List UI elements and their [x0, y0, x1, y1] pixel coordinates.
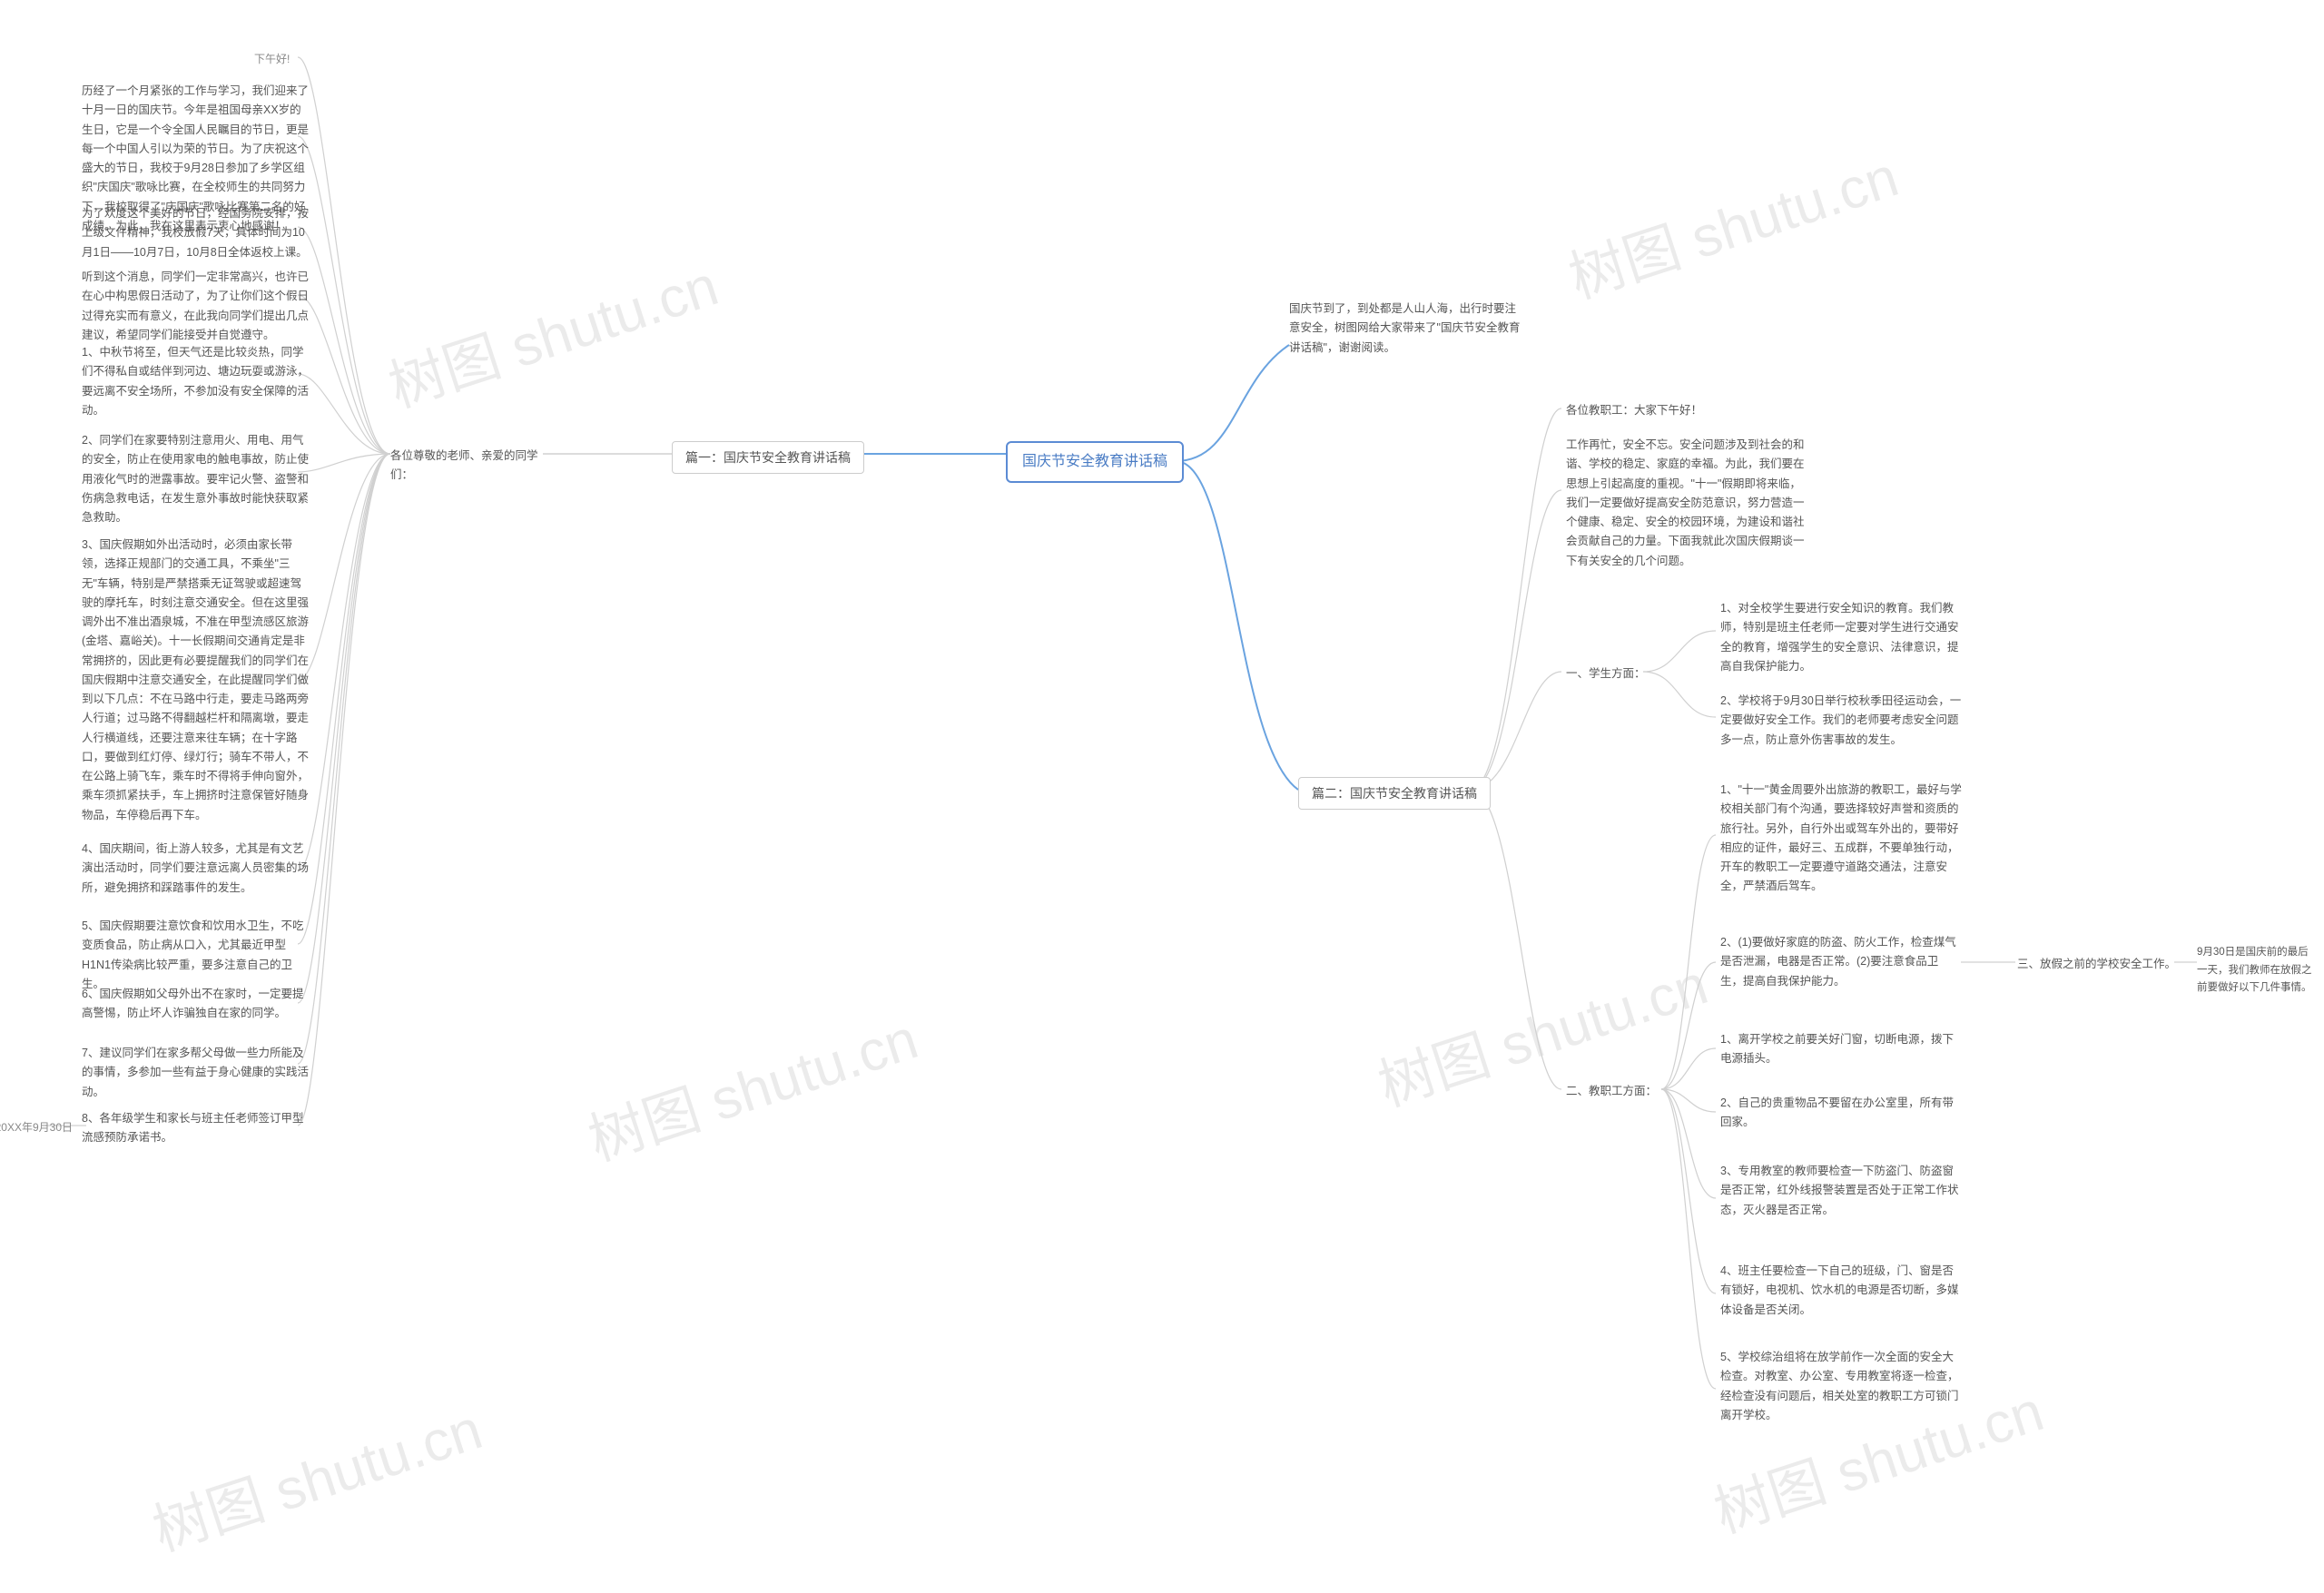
ch1-i5: 5、国庆假期要注意饮食和饮用水卫生，不吃变质食品，防止病从口入，尤其最近甲型H1… — [82, 917, 309, 994]
ch2-intro: 国庆节到了，到处都是人山人海，出行时要注意安全，树图网给大家带来了"国庆节安全教… — [1289, 300, 1525, 358]
sec2-title: 二、教职工方面： — [1566, 1082, 1657, 1101]
ch1-i1: 1、中秋节将至，但天气还是比较炎热，同学们不得私自或结伴到河边、塘边玩耍或游泳，… — [82, 343, 309, 420]
sec2-t2: 2、自己的贵重物品不要留在办公室里，所有带回家。 — [1720, 1094, 1961, 1133]
connectors — [0, 0, 2324, 1593]
ch1-i2: 2、同学们在家要特别注意用火、用电、用气的安全，防止在使用家电的触电事故，防止使… — [82, 431, 309, 527]
ch1-greet: 下午好! — [254, 51, 290, 68]
watermark: 树图 shutu.cn — [1557, 131, 1906, 314]
ch1-lead: 各位尊敬的老师、亲爱的同学们： — [390, 447, 554, 486]
root-node: 国庆节安全教育讲话稿 — [1006, 441, 1184, 483]
sec1-s1: 1、对全校学生要进行安全知识的教育。我们教师，特别是班主任老师一定要对学生进行交… — [1720, 599, 1965, 676]
sec1-title: 一、学生方面： — [1566, 664, 1646, 683]
sec2-s2: 2、(1)要做好家庭的防盗、防火工作，检查煤气是否泄漏，电器是否正常。(2)要注… — [1720, 933, 1961, 991]
ch1-i6: 6、国庆假期如父母外出不在家时，一定要提高警惕，防止坏人诈骗独自在家的同学。 — [82, 985, 309, 1024]
chapter-1: 篇一：国庆节安全教育讲话稿 — [672, 441, 864, 474]
sec3-title: 三、放假之前的学校安全工作。 — [2017, 955, 2176, 974]
ch2-p1: 工作再忙，安全不忘。安全问题涉及到社会的和谐、学校的稳定、家庭的幸福。为此，我们… — [1566, 436, 1807, 571]
sec3-note: 9月30日是国庆前的最后一天，我们教师在放假之前要做好以下几件事情。 — [2197, 944, 2315, 998]
watermark: 树图 shutu.cn — [141, 1383, 490, 1567]
sec2-t5: 5、学校综治组将在放学前作一次全面的安全大检查。对教室、办公室、专用教室将逐一检… — [1720, 1348, 1961, 1425]
ch1-i4: 4、国庆期间，街上游人较多，尤其是有文艺演出活动时，同学们要注意远离人员密集的场… — [82, 840, 309, 898]
ch1-p3: 听到这个消息，同学们一定非常高兴，也许已在心中构思假日活动了，为了让你们这个假日… — [82, 268, 309, 345]
sec2-t1: 1、离开学校之前要关好门窗，切断电源，拨下电源插头。 — [1720, 1030, 1961, 1069]
ch1-i3: 3、国庆假期如外出活动时，必须由家长带领，选择正规部门的交通工具，不乘坐"三无"… — [82, 536, 309, 825]
ch2-greet: 各位教职工：大家下午好！ — [1566, 401, 1702, 420]
watermark: 树图 shutu.cn — [377, 240, 726, 423]
watermark: 树图 shutu.cn — [1366, 939, 1716, 1122]
ch1-i8: 8、各年级学生和家长与班主任老师签订甲型流感预防承诺书。 — [82, 1109, 309, 1148]
sec2-t4: 4、班主任要检查一下自己的班级，门、窗是否有锁好，电视机、饮水机的电源是否切断，… — [1720, 1262, 1961, 1320]
sec2-s1: 1、"十一"黄金周要外出旅游的教职工，最好与学校相关部门有个沟通，要选择较好声誉… — [1720, 781, 1965, 897]
ch1-p2: 为了欢度这个美好的节日，经国务院安排，按上级文件精神，我校放假7天，具体时间为1… — [82, 204, 309, 262]
watermark: 树图 shutu.cn — [576, 993, 926, 1176]
sec1-s2: 2、学校将于9月30日举行校秋季田径运动会，一定要做好安全工作。我们的老师要考虑… — [1720, 692, 1965, 750]
ch1-i7: 7、建议同学们在家多帮父母做一些力所能及的事情，多参加一些有益于身心健康的实践活… — [82, 1044, 309, 1102]
chapter-2: 篇二：国庆节安全教育讲话稿 — [1298, 777, 1491, 810]
ch1-date: 20XX年9月30日 — [0, 1119, 73, 1136]
sec2-t3: 3、专用教室的教师要检查一下防盗门、防盗窗是否正常，红外线报警装置是否处于正常工… — [1720, 1162, 1961, 1220]
